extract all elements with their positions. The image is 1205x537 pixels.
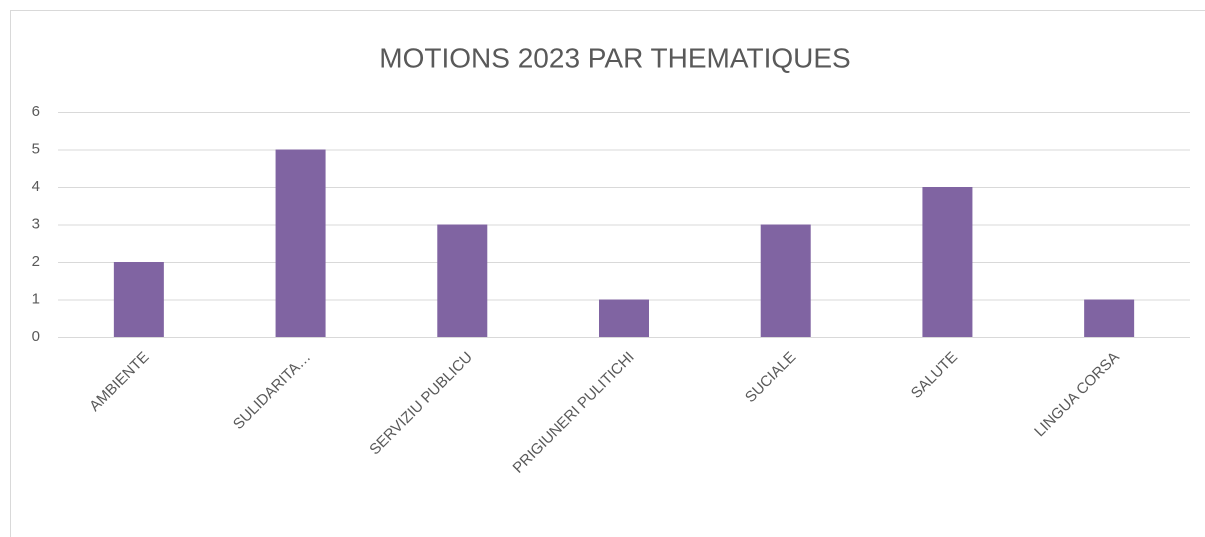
x-tick-label: SUCIALE [742,349,799,406]
bar [1084,299,1135,337]
y-tick-label: 1 [32,290,40,307]
x-tick-label: SALUTE [908,349,961,402]
y-tick-label: 2 [32,253,40,270]
y-tick-label: 0 [32,328,40,345]
x-tick-label: PRIGIUNERI PULITICHI [510,349,638,477]
bar [275,149,326,337]
bar [760,224,811,337]
x-tick-label: AMBIENTE [86,349,152,415]
bar [113,262,164,337]
y-tick-label: 6 [32,103,40,120]
y-tick-label: 3 [32,215,40,232]
bar [437,224,488,337]
x-tick-label: LINGUA CORSA [1031,349,1123,441]
chart-title: MOTIONS 2023 PAR THEMATIQUES [379,42,850,73]
x-tick-label: SULIDARITA… [230,349,314,433]
bar [599,299,649,337]
y-tick-label: 4 [32,178,40,195]
bar [922,187,973,337]
y-tick-label: 5 [32,140,40,157]
x-tick-label: SERVIZIU PUBLICU [366,349,476,459]
chart-border [10,10,1205,537]
